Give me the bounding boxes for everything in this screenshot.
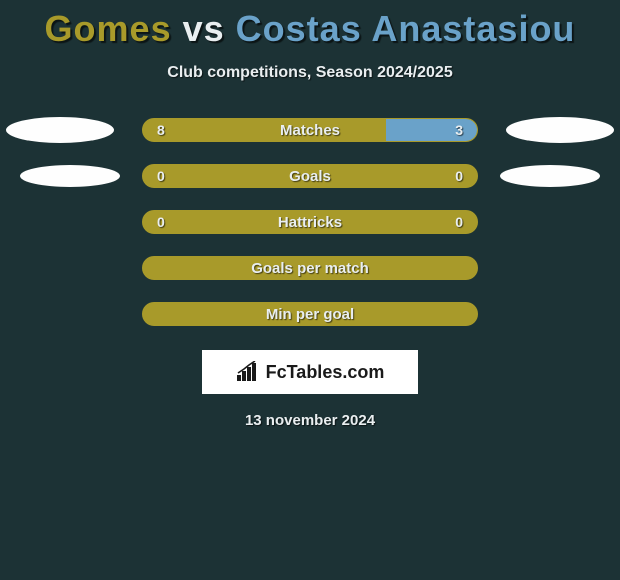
stat-bar: 00Hattricks	[142, 210, 478, 234]
stat-row: 00Hattricks	[0, 210, 620, 234]
stat-bar: Goals per match	[142, 256, 478, 280]
player2-portrait-placeholder	[500, 165, 600, 187]
player2-name: Costas Anastasiou	[236, 8, 576, 49]
stat-bar: Min per goal	[142, 302, 478, 326]
player1-portrait-placeholder	[6, 117, 114, 143]
stat-label: Matches	[143, 122, 477, 139]
stat-label: Goals	[143, 168, 477, 185]
season-subtitle: Club competitions, Season 2024/2025	[0, 64, 620, 82]
stat-label: Goals per match	[143, 260, 477, 277]
stats-container: 83Matches 00Goals 00Hattricks Goals per mat…	[0, 118, 620, 326]
stat-bar: 83Matches	[142, 118, 478, 142]
bar-chart-icon	[236, 361, 262, 383]
brand-box: FcTables.com	[202, 350, 418, 394]
footer-date: 13 november 2024	[0, 412, 620, 429]
player2-portrait-placeholder	[506, 117, 614, 143]
brand-text: FcTables.com	[266, 362, 385, 383]
stat-label: Hattricks	[143, 214, 477, 231]
stat-row: Goals per match	[0, 256, 620, 280]
vs-label: vs	[183, 8, 225, 49]
stat-row: Min per goal	[0, 302, 620, 326]
player1-portrait-placeholder	[20, 165, 120, 187]
stat-label: Min per goal	[143, 306, 477, 323]
stat-row: 00Goals	[0, 164, 620, 188]
stat-bar: 00Goals	[142, 164, 478, 188]
player1-name: Gomes	[45, 8, 172, 49]
stat-row: 83Matches	[0, 118, 620, 142]
comparison-title: Gomes vs Costas Anastasiou	[0, 0, 620, 50]
